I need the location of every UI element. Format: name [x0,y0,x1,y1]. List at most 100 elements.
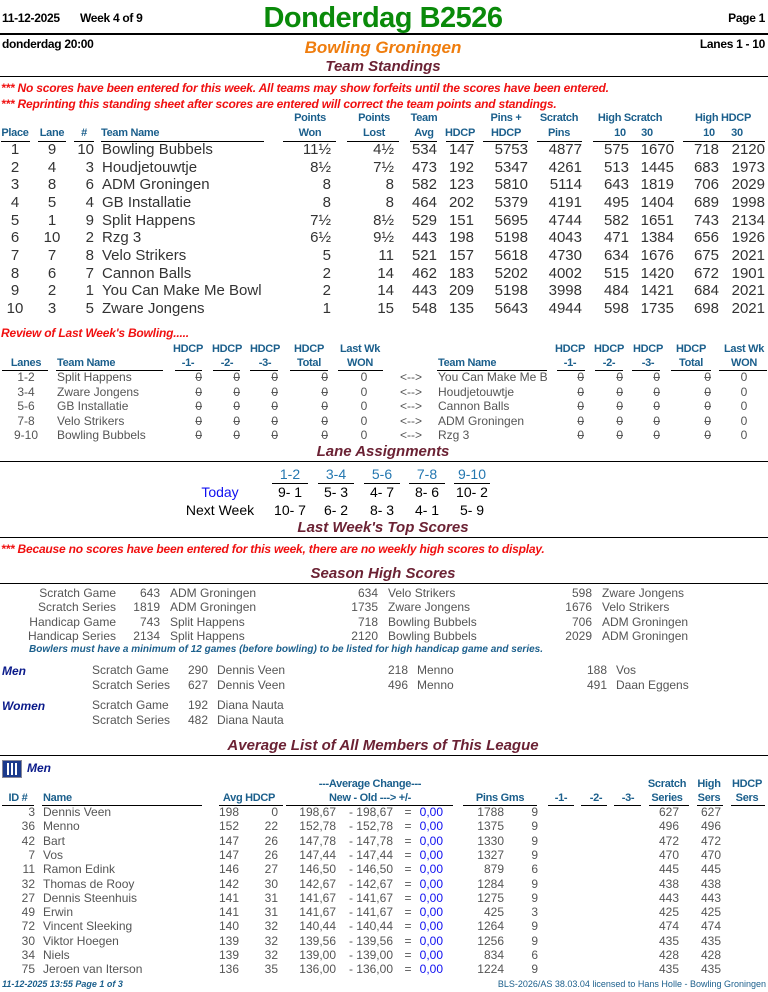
standings-high-scratch-30: 1384 [640,229,674,247]
high-score-1: 743 [139,614,160,629]
standings-high-scratch-10: 513 [603,158,629,176]
next-week-matchup: 5- 9 [459,502,485,518]
bowler-new-avg: 142,67 [299,876,336,891]
review-hdcp-2: 0 [233,370,240,384]
standings-hdcp: 157 [448,246,474,264]
bowler-hdcp: 30 [264,876,278,891]
standings-header-lane: Lane [39,127,65,139]
today-matchup: 8- 6 [414,484,440,500]
standings-place: 5 [10,211,20,229]
high-score-1-team: Split Happens [170,629,245,644]
standings-team-name: Rzg 3 [102,229,142,247]
bowler-name: Ramon Edink [43,862,116,877]
bowler-name: Erwin [43,905,74,920]
standings-high-scratch-30: 1735 [640,299,674,317]
column-underline [649,805,689,806]
high-score-2: 218 [387,663,408,677]
standings-team-avg: 462 [411,264,437,282]
review-header-won: WON [347,357,373,369]
bowling-center-name: Bowling Groningen [304,38,462,57]
standings-high-scratch-10: 471 [603,229,629,247]
review-opp-hdcp-total: 0 [704,399,711,413]
column-underline [731,805,765,806]
review-hdcp-3: 0 [271,428,278,442]
next-week-matchup: 10- 7 [274,502,306,518]
review-header-g3: -3- [641,357,655,369]
standings-high-hdcp-30: 2021 [731,299,765,317]
high-score-3: 1676 [565,600,592,615]
standings-high-hdcp-10: 684 [693,282,719,300]
standings-team-number: 7 [85,264,94,282]
standings-team-name: Velo Strikers [102,246,187,264]
standings-header-hs30: 30 [641,127,653,139]
standings-lane: 3 [47,299,57,317]
column-underline [671,370,711,371]
divider [0,755,768,756]
standings-team-number: 8 [85,246,94,264]
high-score-2-team: Zware Jongens [388,600,471,615]
standings-header-scr2: Pins [547,127,571,139]
bowler-avg: 147 [219,847,240,862]
standings-scratch-pins: 4744 [548,211,582,229]
review-last-wk-won: 0 [360,428,368,442]
high-score-3-bowler: Vos [616,663,637,677]
report-date: 11-12-2025 [2,11,60,25]
bowler-new-avg: 152,78 [299,819,336,834]
review-opp-hdcp-2: 0 [616,370,623,384]
column-underline [410,141,437,142]
review-header-hdcp: HDCP [212,343,242,355]
bowler-new-avg: 198,67 [299,805,336,819]
lanes-range: Lanes 1 - 10 [699,37,765,51]
bowler-name: Vos [43,847,64,862]
avg-header-avg_hdcp: Avg HDCP [222,792,276,804]
column-underline [272,483,308,484]
standings-header-team: Team Name [101,127,160,139]
bowler-equals: = [404,862,412,877]
standings-team-avg: 464 [411,193,437,211]
column-underline [250,370,278,371]
column-underline [56,370,163,371]
high-score-category: Scratch Game [39,586,116,600]
standings-header-pins1: Pins + [490,112,522,124]
bowler-avg: 139 [219,948,240,962]
high-score-category: Scratch Game [92,663,169,677]
section-title-last-week-top: Last Week's Top Scores [297,519,469,536]
standings-scratch-pins: 4261 [548,158,582,176]
standings-team-avg: 443 [411,282,437,300]
bowler-avg: 142 [219,876,240,891]
bowler-avg-change: 0,00 [419,847,443,862]
bowler-old-avg: - 139,56 [348,933,393,948]
review-header-hdcp: HDCP [594,343,624,355]
bowler-pins: 1256 [477,933,504,948]
no-weekly-scores-message: *** Because no scores have been entered … [1,542,545,556]
high-score-category: Handicap Game [29,614,116,629]
standings-team-name: ADM Groningen [102,176,210,194]
today-label: Today [201,484,239,500]
review-hdcp-total: 0 [321,413,328,428]
standings-hdcp: 209 [448,282,474,300]
column-underline [581,805,607,806]
standings-header-lost1: Points [358,112,390,124]
review-hdcp-1: 0 [195,428,202,442]
bowler-scratch-series: 428 [658,948,679,962]
review-lanes: 7-8 [17,413,35,428]
bowler-name: Bart [43,833,66,848]
high-score-1-bowler: Diana Nauta [217,698,284,712]
bowler-high-series: 472 [700,833,721,848]
bowler-name: Niels [43,948,70,962]
standings-high-hdcp-30: 2021 [731,246,765,264]
standings-team-avg: 534 [411,141,437,158]
bowler-old-avg: - 152,78 [348,819,393,834]
review-hdcp-total: 0 [321,428,328,442]
bowler-pins: 1330 [477,833,504,848]
review-header-total: Total [679,357,703,369]
high-score-1-team: ADM Groningen [170,600,257,615]
bowler-name: Dennis Veen [43,805,112,819]
bowler-scratch-series: 445 [658,862,679,877]
standings-high-scratch-10: 575 [603,141,629,158]
standings-high-scratch-10: 484 [603,282,629,300]
high-score-2-bowler: Menno [417,678,454,692]
standings-team-number: 10 [77,141,94,158]
bowler-id: 72 [21,919,35,934]
bowler-avg-change: 0,00 [419,805,443,819]
